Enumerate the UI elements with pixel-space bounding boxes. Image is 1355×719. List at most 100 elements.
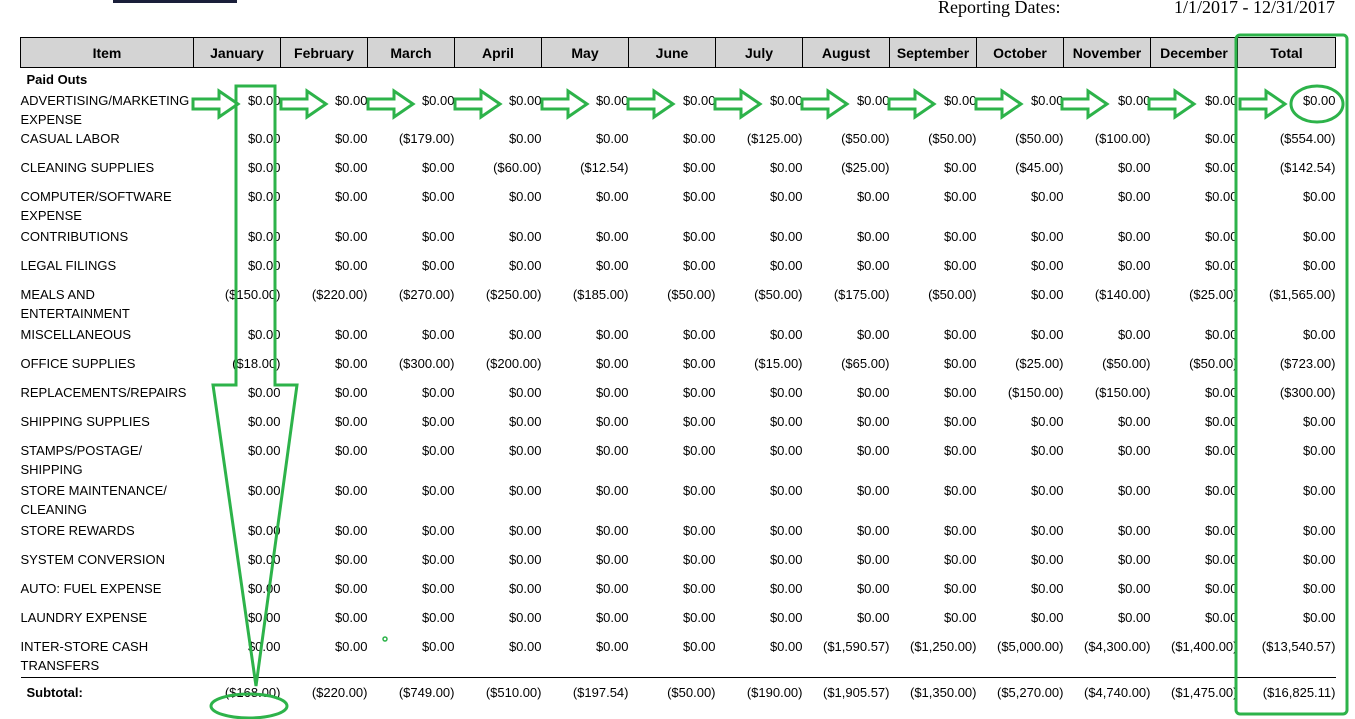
row-value: $0.00 [943,443,977,458]
header-november: November [1063,37,1151,68]
row-item-label: LEGAL FILINGS [20,258,117,273]
row-value: ($554.00) [1279,131,1336,146]
row-item-label: CASUAL LABOR [20,131,120,146]
row-value: $0.00 [508,131,542,146]
row-value: $0.00 [682,189,716,204]
row-value: $0.00 [1030,523,1064,538]
table-row: CASUAL LABOR $0.00 $0.00 ($179.00) $0.00 $0.0… [21,129,1336,158]
row-value: $0.00 [247,639,281,654]
subtotal-value: ($1,475.00) [1150,677,1238,708]
header-june: June [628,37,716,68]
row-value: $0.00 [1204,189,1238,204]
row-value: ($50.00) [667,287,716,302]
row-value: $0.00 [1302,483,1336,498]
row-value: $0.00 [1117,229,1151,244]
row-value: $0.00 [943,483,977,498]
row-value: $0.00 [421,523,455,538]
row-value: $0.00 [1204,483,1238,498]
header-april: April [454,37,542,68]
row-value: ($220.00) [311,287,368,302]
row-value: ($1,565.00) [1269,287,1336,302]
row-value: $0.00 [682,639,716,654]
row-item-label: REPLACEMENTS/REPAIRS [20,385,187,400]
subtotal-value: ($1,350.00) [889,677,977,708]
row-value: $0.00 [1204,414,1238,429]
row-value: $0.00 [1302,258,1336,273]
row-value: $0.00 [1030,610,1064,625]
row-value: $0.00 [508,385,542,400]
row-value: $0.00 [943,160,977,175]
header-may: May [541,37,629,68]
row-item-label: OFFICE SUPPLIES [20,356,136,371]
row-value: $0.00 [508,483,542,498]
row-value: $0.00 [334,356,368,371]
row-value: $0.00 [508,639,542,654]
table-row: STORE MAINTENANCE/ CLEANING $0.00 $0.00 $0.… [21,481,1336,521]
row-value: $0.00 [943,229,977,244]
row-value: ($50.00) [1102,356,1151,371]
subtotal-value: ($749.00) [367,677,455,708]
row-value: $0.00 [769,610,803,625]
row-value: $0.00 [508,610,542,625]
subtotal-value: ($5,270.00) [976,677,1064,708]
row-value: $0.00 [334,483,368,498]
row-value: $0.00 [943,552,977,567]
row-value: $0.00 [682,327,716,342]
row-value: $0.00 [1030,581,1064,596]
row-value: $0.00 [334,610,368,625]
logo-fragment [113,0,237,3]
table-row: CLEANING SUPPLIES $0.00 $0.00 $0.00 ($60.00)… [21,158,1336,187]
row-value: ($175.00) [833,287,890,302]
row-value: $0.00 [1204,610,1238,625]
row-value: $0.00 [1302,93,1336,108]
row-value: $0.00 [1302,229,1336,244]
row-item-label: SYSTEM CONVERSION [20,552,165,567]
row-value: $0.00 [682,523,716,538]
row-value: $0.00 [1302,414,1336,429]
section-row: Paid Outs [21,68,1336,92]
row-value: $0.00 [421,160,455,175]
row-value: $0.00 [595,131,629,146]
row-value: $0.00 [682,356,716,371]
row-value: $0.00 [247,258,281,273]
row-value: ($270.00) [398,287,455,302]
row-item-label: CONTRIBUTIONS [20,229,129,244]
row-value: $0.00 [1030,327,1064,342]
row-value: $0.00 [595,581,629,596]
row-value: $0.00 [1030,552,1064,567]
row-value: ($50.00) [1189,356,1238,371]
row-value: ($142.54) [1279,160,1336,175]
row-value: ($300.00) [1279,385,1336,400]
row-value: ($5,000.00) [997,639,1064,654]
row-value: $0.00 [1204,229,1238,244]
row-value: $0.00 [247,160,281,175]
row-value: ($15.00) [754,356,803,371]
row-value: $0.00 [1302,581,1336,596]
row-value: $0.00 [508,327,542,342]
row-value: $0.00 [856,258,890,273]
row-value: $0.00 [856,443,890,458]
row-value: $0.00 [856,610,890,625]
row-value: $0.00 [334,523,368,538]
row-value: $0.00 [247,523,281,538]
row-value: $0.00 [334,639,368,654]
row-value: $0.00 [856,523,890,538]
row-value: $0.00 [943,356,977,371]
row-value: $0.00 [508,414,542,429]
row-value: $0.00 [1030,483,1064,498]
row-value: ($50.00) [928,131,977,146]
row-value: $0.00 [334,160,368,175]
row-value: $0.00 [421,610,455,625]
row-value: $0.00 [247,131,281,146]
row-item-label: CLEANING SUPPLIES [20,160,155,175]
row-value: $0.00 [421,258,455,273]
row-value: $0.00 [1117,443,1151,458]
row-value: $0.00 [1204,581,1238,596]
row-value: $0.00 [682,229,716,244]
row-value: $0.00 [1204,258,1238,273]
row-value: $0.00 [1117,189,1151,204]
row-value: $0.00 [1302,552,1336,567]
row-value: ($12.54) [580,160,629,175]
table-row: LEGAL FILINGS $0.00 $0.00 $0.00 $0.00 $0.00 $0… [21,256,1336,285]
header-total: Total [1237,37,1336,68]
